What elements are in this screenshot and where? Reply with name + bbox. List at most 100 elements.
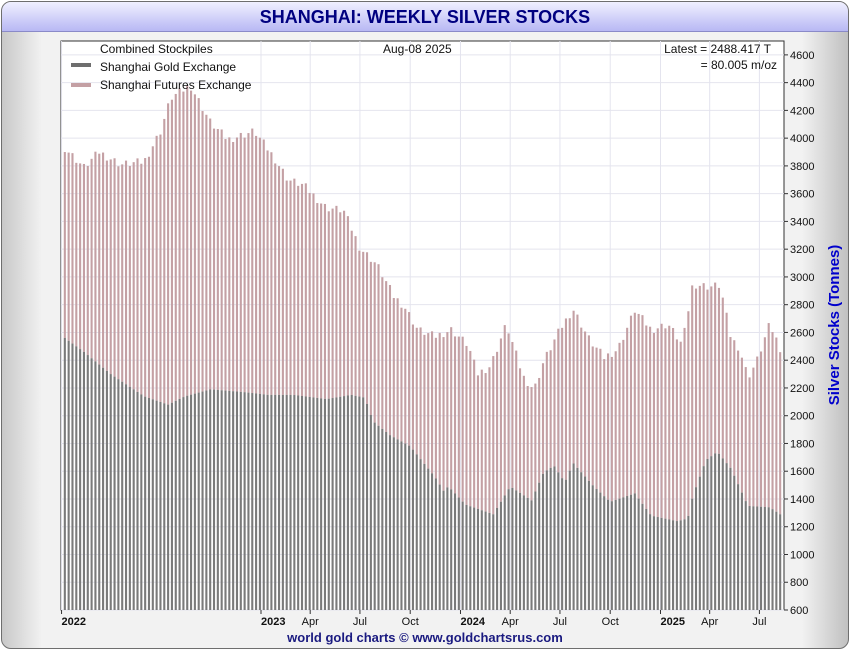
bar-shfe — [147, 156, 151, 398]
bar-sge — [752, 506, 755, 610]
x-tick-label: Oct — [602, 616, 619, 628]
bar-sge — [190, 394, 193, 610]
bar-sge — [220, 390, 223, 610]
bar-shfe — [339, 212, 342, 397]
x-tick-label: Apr — [502, 616, 519, 628]
y-tick-label: 4000 — [790, 133, 814, 145]
bar-sge — [320, 398, 323, 610]
bar-shfe — [660, 323, 663, 518]
bar-shfe — [209, 118, 212, 390]
bar-shfe — [530, 387, 533, 501]
bar-sge — [522, 495, 525, 610]
bar-sge — [163, 403, 166, 610]
y-tick-label: 800 — [790, 577, 808, 589]
bar-sge — [186, 395, 189, 610]
bar-sge — [775, 511, 778, 610]
x-tick-label: 2022 — [62, 616, 86, 628]
bar-sge — [553, 466, 556, 610]
bar-shfe — [144, 158, 147, 397]
bar-shfe — [182, 91, 185, 398]
bar-shfe — [572, 310, 575, 464]
bar-sge — [300, 395, 304, 610]
bar-sge — [488, 512, 491, 610]
bar-shfe — [733, 340, 736, 476]
bar-shfe — [499, 338, 502, 502]
bar-sge — [327, 398, 330, 610]
bar-shfe — [247, 133, 250, 393]
bar-shfe — [691, 285, 694, 499]
legend-swatch-sge — [71, 63, 91, 67]
y-tick-label: 1800 — [790, 438, 814, 450]
y-tick-label: 3600 — [790, 189, 814, 201]
bar-sge — [526, 497, 529, 610]
bar-shfe — [102, 152, 105, 368]
bar-shfe — [725, 312, 728, 464]
bar-shfe — [300, 183, 304, 396]
bar-shfe — [526, 386, 529, 498]
bar-shfe — [362, 251, 365, 398]
bar-shfe — [610, 356, 613, 502]
bar-sge — [675, 521, 678, 610]
bar-shfe — [239, 132, 242, 392]
bar-sge — [530, 500, 533, 610]
latest-ounces: = 80.005 m/oz — [701, 58, 777, 72]
bar-shfe — [289, 180, 292, 395]
bar-shfe — [629, 315, 633, 495]
bar-shfe — [748, 377, 751, 507]
bar-sge — [618, 498, 621, 610]
bar-shfe — [465, 345, 468, 505]
bar-shfe — [228, 137, 231, 391]
bar-sge — [323, 398, 327, 610]
bar-shfe — [721, 297, 724, 459]
bar-shfe — [469, 350, 472, 507]
bar-sge — [174, 400, 177, 610]
latest-tonnes: Latest = 2488.417 T — [664, 42, 772, 56]
bar-sge — [545, 470, 548, 610]
bar-sge — [159, 401, 162, 610]
bar-shfe — [365, 252, 369, 404]
bar-sge — [733, 475, 736, 610]
bar-sge — [86, 355, 89, 610]
bar-sge — [503, 495, 506, 610]
chart-title: SHANGHAI: WEEKLY SILVER STOCKS — [2, 2, 848, 32]
bar-sge — [224, 390, 227, 610]
bar-shfe — [346, 216, 349, 396]
bar-sge — [75, 346, 78, 610]
bar-shfe — [316, 203, 319, 398]
bar-shfe — [759, 351, 763, 507]
bar-sge — [201, 391, 204, 610]
bar-sge — [71, 343, 74, 610]
bar-sge — [308, 396, 311, 610]
bar-shfe — [136, 158, 139, 392]
y-tick-label: 3000 — [790, 272, 814, 284]
bar-sge — [419, 459, 422, 610]
bar-shfe — [105, 160, 108, 371]
bar-shfe — [507, 333, 510, 490]
bar-sge — [232, 391, 235, 610]
bar-sge — [255, 393, 258, 610]
y-tick-label: 4200 — [790, 105, 814, 117]
bar-shfe — [714, 282, 717, 454]
x-tick-label: Oct — [402, 616, 419, 628]
bar-sge — [748, 506, 751, 610]
bar-shfe — [190, 90, 193, 395]
bar-sge — [277, 394, 281, 610]
bar-shfe — [488, 367, 491, 513]
bar-sge — [67, 340, 70, 610]
bar-sge — [515, 490, 518, 610]
bar-sge — [316, 397, 319, 610]
bar-shfe — [545, 351, 548, 471]
bar-sge — [239, 391, 242, 610]
bar-sge — [304, 396, 307, 610]
bar-shfe — [193, 94, 196, 394]
bar-shfe — [614, 351, 617, 500]
bar-sge — [178, 398, 181, 610]
bar-sge — [557, 472, 560, 610]
y-tick-label: 1200 — [790, 522, 814, 534]
bar-sge — [461, 501, 464, 610]
bar-shfe — [431, 331, 434, 474]
bar-shfe — [668, 325, 671, 520]
bar-shfe — [277, 166, 281, 395]
y-tick-label: 2600 — [790, 327, 814, 339]
y-tick-label: 2000 — [790, 411, 814, 423]
